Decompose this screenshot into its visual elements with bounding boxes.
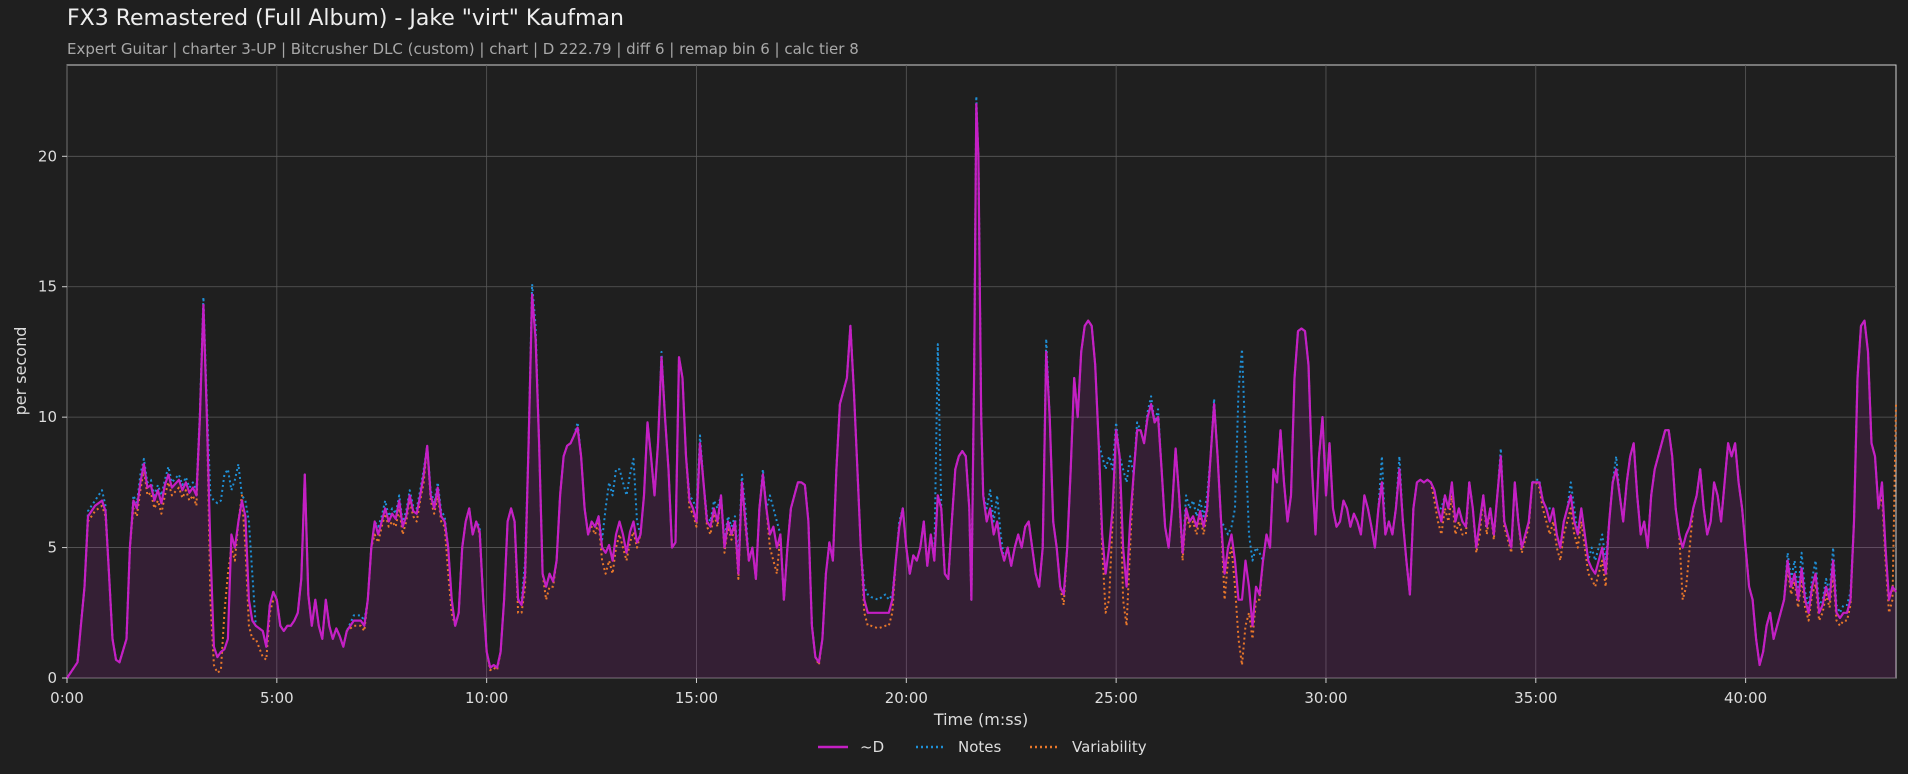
- chart-title: FX3 Remastered (Full Album) - Jake "virt…: [67, 6, 624, 31]
- y-tick-label: 20: [38, 147, 57, 165]
- y-tick-label: 5: [47, 539, 57, 557]
- series-layer: [66, 95, 1897, 679]
- x-tick-label: 25:00: [1095, 689, 1138, 707]
- y-tick-label: 10: [38, 408, 57, 426]
- x-tick-label: 5:00: [260, 689, 294, 707]
- y-tick-label: 0: [47, 669, 57, 687]
- x-axis-label: Time (m:ss): [933, 710, 1028, 729]
- x-tick-label: 15:00: [675, 689, 718, 707]
- y-axis: 0 5 10 15 20: [38, 147, 67, 687]
- legend-label: Notes: [958, 738, 1002, 756]
- y-axis-label: per second: [11, 327, 30, 416]
- series-line-d: [66, 103, 1897, 679]
- x-tick-label: 40:00: [1724, 689, 1767, 707]
- grid: [66, 65, 1896, 679]
- y-tick-label: 15: [38, 278, 57, 296]
- x-tick-label: 20:00: [885, 689, 928, 707]
- x-tick-label: 10:00: [465, 689, 508, 707]
- fill-layer: [67, 104, 1896, 679]
- legend-label: ~D: [860, 738, 884, 756]
- x-tick-label: 35:00: [1514, 689, 1557, 707]
- x-axis: 0:00 5:00 10:00 15:00 20:00 25:00 30:00 35:00 40…: [50, 678, 1767, 707]
- x-tick-label: 30:00: [1304, 689, 1347, 707]
- legend: ~D Notes Variability: [818, 738, 1147, 756]
- chart-subtitle: Expert Guitar | charter 3-UP | Bitcrushe…: [67, 40, 859, 58]
- legend-label: Variability: [1072, 738, 1147, 756]
- x-tick-label: 0:00: [50, 689, 84, 707]
- series-area-fill: [67, 104, 1896, 679]
